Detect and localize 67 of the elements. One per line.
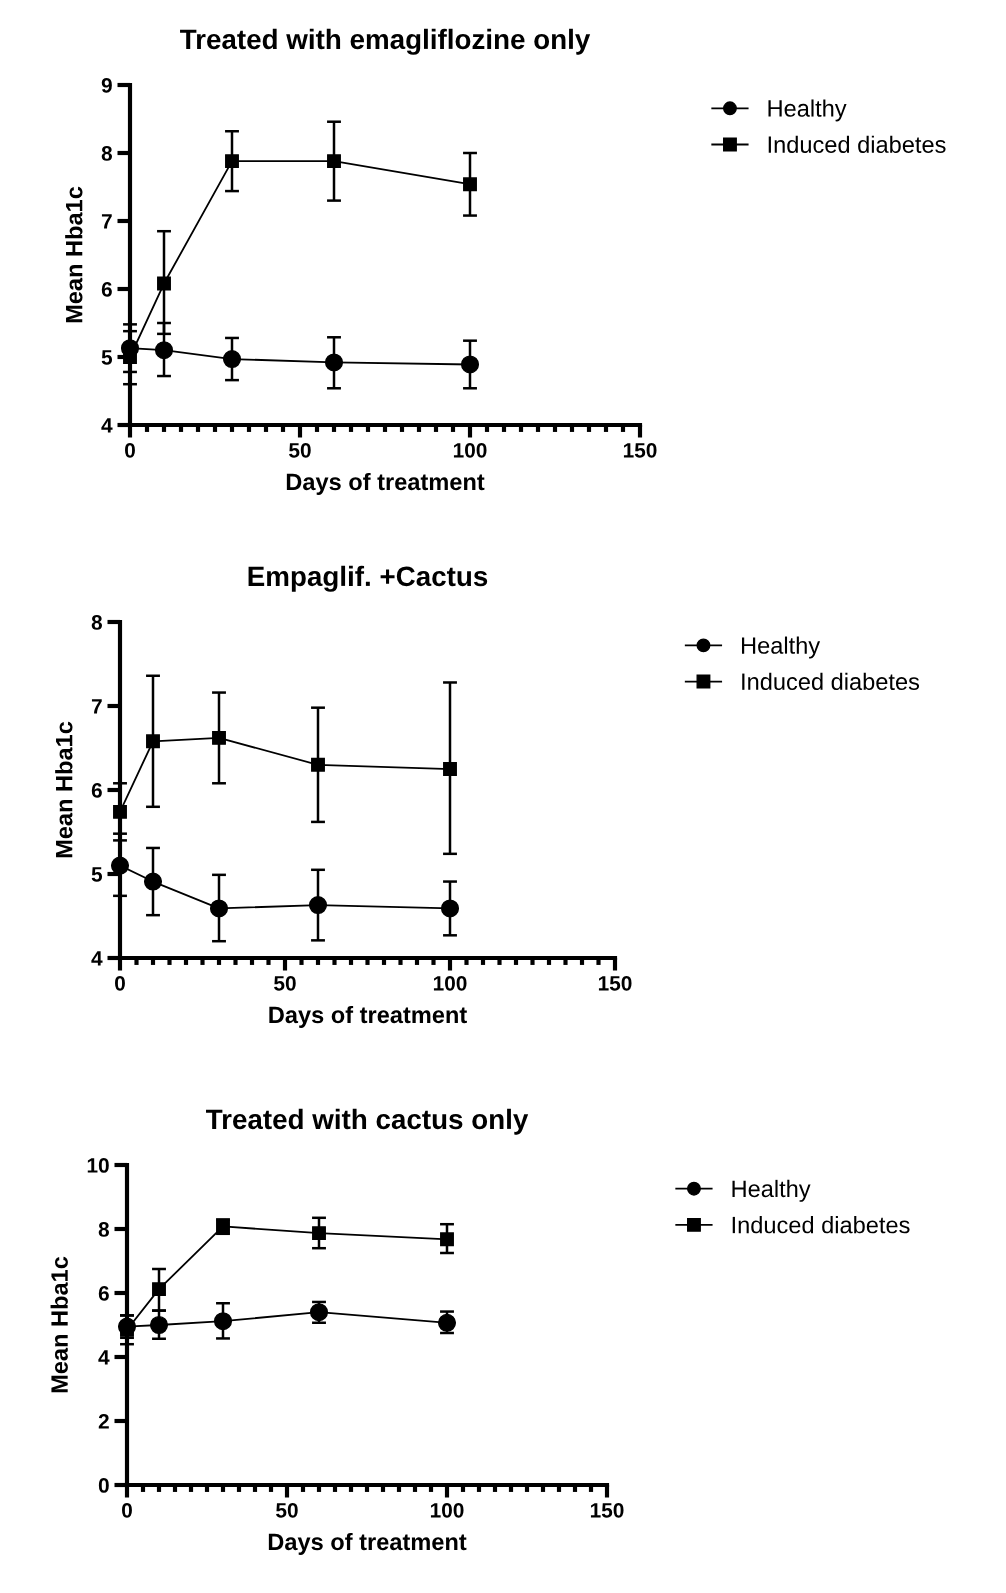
point: [312, 1226, 326, 1241]
y-tick-label: 8: [101, 146, 112, 161]
legend-label: Healthy: [741, 636, 821, 659]
x-tick-label: 0: [115, 975, 125, 991]
y-axis-title: Mean Hba1c: [55, 721, 73, 858]
point: [213, 1312, 233, 1331]
point: [154, 341, 174, 360]
x-tick-label: 100: [433, 975, 467, 991]
point: [209, 899, 229, 918]
point: [157, 276, 171, 291]
legend-label: Induced diabetes: [768, 135, 946, 153]
x-tick-label: 150: [623, 442, 657, 458]
point: [143, 872, 163, 891]
x-axis-title: Days of treatment: [269, 1005, 467, 1028]
point: [222, 350, 242, 369]
x-tick-label: 0: [122, 1502, 132, 1518]
y-tick-label: 5: [91, 867, 103, 882]
x-tick-label: 150: [590, 1502, 624, 1518]
x-tick-label: 100: [453, 442, 487, 458]
point: [324, 353, 344, 372]
point: [152, 1282, 166, 1297]
y-tick-label: 0: [98, 1478, 109, 1493]
y-tick-label: 4: [98, 1350, 110, 1365]
y-tick-label: 6: [98, 1286, 109, 1301]
legend-label: Induced diabetes: [732, 1216, 910, 1234]
y-tick-label: 5: [101, 350, 113, 365]
y-tick-label: 2: [98, 1414, 109, 1429]
y-tick-label: 4: [101, 418, 113, 433]
chart-title: Treated with cactus only: [206, 1108, 529, 1135]
y-tick-label: 4: [91, 951, 103, 966]
y-tick-label: 8: [91, 615, 102, 630]
y-tick-label: 7: [91, 699, 102, 714]
x-tick-label: 0: [125, 442, 135, 458]
chart-title: Empaglif. +Cactus: [248, 565, 488, 592]
y-tick-label: 6: [91, 783, 102, 798]
point: [212, 730, 226, 745]
legend-label: Induced diabetes: [742, 672, 920, 691]
y-axis-title: Mean Hba1c: [50, 1256, 68, 1393]
point: [308, 896, 328, 915]
point: [110, 856, 130, 875]
y-tick-label: 9: [101, 78, 112, 93]
point: [113, 804, 127, 819]
x-tick-label: 50: [276, 1502, 298, 1518]
x-axis-title: Days of treatment: [286, 472, 485, 495]
point: [225, 154, 239, 169]
point: [460, 355, 480, 374]
x-tick-label: 50: [289, 442, 311, 458]
point: [327, 154, 341, 169]
y-axis-title: Mean Hba1c: [65, 186, 83, 323]
y-tick-label: 7: [101, 214, 112, 229]
legend-label: Healthy: [732, 1179, 811, 1202]
x-tick-label: 100: [430, 1502, 464, 1518]
y-tick-label: 10: [87, 1158, 109, 1173]
x-tick-label: 150: [598, 975, 632, 991]
point: [311, 757, 325, 772]
point: [443, 762, 457, 776]
x-axis-title: Days of treatment: [268, 1532, 467, 1555]
legend-label: Healthy: [768, 99, 847, 122]
chart-title: Treated with emagliflozine only: [180, 28, 591, 55]
y-tick-label: 8: [98, 1222, 109, 1237]
x-tick-label: 50: [274, 975, 296, 991]
point: [463, 177, 477, 192]
point: [440, 899, 460, 918]
point: [440, 1232, 454, 1247]
y-tick-label: 6: [101, 282, 112, 297]
point: [149, 1315, 169, 1335]
point: [146, 734, 160, 749]
